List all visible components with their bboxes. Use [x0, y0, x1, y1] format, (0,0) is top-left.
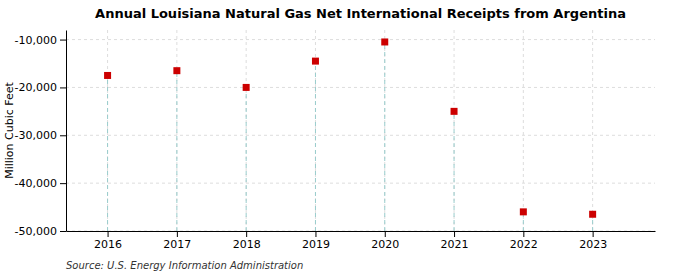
- x-tick-mark: [523, 231, 524, 237]
- plot-root: 20162017201820192020202120222023-50,000-…: [15, 30, 656, 251]
- x-tick-mark: [315, 231, 316, 237]
- grid-line-x: [107, 30, 108, 231]
- point: [381, 38, 388, 45]
- y-tick-mark: [60, 231, 66, 232]
- grid-line-x: [523, 30, 524, 231]
- point: [589, 211, 596, 218]
- x-tick-mark: [454, 231, 455, 237]
- drop-line: [176, 71, 177, 231]
- drop-line: [384, 42, 385, 231]
- point: [451, 108, 458, 115]
- point: [520, 208, 527, 215]
- y-tick-mark: [60, 87, 66, 88]
- x-tick-label: 2019: [302, 238, 330, 251]
- y-tick: -30,000: [15, 129, 66, 142]
- y-tick-label: -40,000: [15, 177, 57, 190]
- x-tick: 2017: [163, 231, 191, 251]
- chart-svg: 20162017201820192020202120222023-50,000-…: [0, 0, 675, 275]
- x-tick-mark: [593, 231, 594, 237]
- y-axis-label: Million Cubic Feet: [3, 81, 16, 178]
- x-tick-mark: [108, 231, 109, 237]
- x-tick-label: 2021: [441, 238, 469, 251]
- x-tick-label: 2018: [233, 238, 261, 251]
- grid-line-x: [592, 30, 593, 231]
- x-tick: 2018: [233, 231, 261, 251]
- grid-line-y: [66, 231, 655, 232]
- point: [104, 72, 111, 79]
- x-tick: 2020: [371, 231, 399, 251]
- y-tick-label: -50,000: [15, 225, 57, 238]
- y-tick-mark: [60, 40, 66, 41]
- x-tick-label: 2023: [579, 238, 607, 251]
- plot-area: [104, 38, 596, 231]
- x-tick: 2023: [579, 231, 607, 251]
- y-tick: -20,000: [15, 81, 66, 94]
- x-tick-label: 2022: [510, 238, 538, 251]
- title: Annual Louisiana Natural Gas Net Interna…: [95, 6, 626, 21]
- source-note: Source: U.S. Energy Information Administ…: [66, 260, 303, 271]
- x-axis-line: [67, 231, 656, 232]
- grid-line-x: [384, 30, 385, 231]
- x-tick-label: 2020: [371, 238, 399, 251]
- grid-line-x: [454, 30, 455, 231]
- point: [243, 84, 250, 91]
- x-tick-label: 2017: [163, 238, 191, 251]
- point: [312, 58, 319, 65]
- chart-container: 20162017201820192020202120222023-50,000-…: [0, 0, 675, 275]
- drop-line: [315, 61, 316, 231]
- x-tick-mark: [385, 231, 386, 237]
- grid-line-x: [176, 30, 177, 231]
- grid-line-y: [66, 135, 655, 136]
- x-tick-mark: [246, 231, 247, 237]
- y-axis-line: [66, 31, 67, 232]
- grid-line-x: [246, 30, 247, 231]
- y-axis: -50,000 -40,000 -30,000 -20,000 -10,000: [15, 31, 67, 239]
- y-tick: -40,000: [15, 177, 66, 190]
- grid-line-y: [66, 183, 655, 184]
- x-tick: 2016: [94, 231, 122, 251]
- y-tick-label: -10,000: [15, 34, 57, 47]
- drop-line: [107, 75, 108, 231]
- grid: [66, 30, 655, 231]
- y-tick-label: -30,000: [15, 129, 57, 142]
- grid-line-y: [66, 87, 655, 88]
- y-tick-mark: [60, 183, 66, 184]
- x-tick: 2022: [510, 231, 538, 251]
- y-tick: -50,000: [15, 225, 66, 238]
- drop-line: [454, 111, 455, 231]
- x-tick: 2019: [302, 231, 330, 251]
- y-tick: -10,000: [15, 34, 66, 47]
- x-tick-label: 2016: [94, 238, 122, 251]
- point: [173, 67, 180, 74]
- x-axis: 2016 2017 2018 2019 2020 2021 2022 2023: [67, 231, 656, 251]
- grid-line-y: [66, 39, 655, 40]
- x-tick-mark: [177, 231, 178, 237]
- y-tick-label: -20,000: [15, 81, 57, 94]
- drop-line: [246, 87, 247, 231]
- y-tick-mark: [60, 135, 66, 136]
- x-tick: 2021: [441, 231, 469, 251]
